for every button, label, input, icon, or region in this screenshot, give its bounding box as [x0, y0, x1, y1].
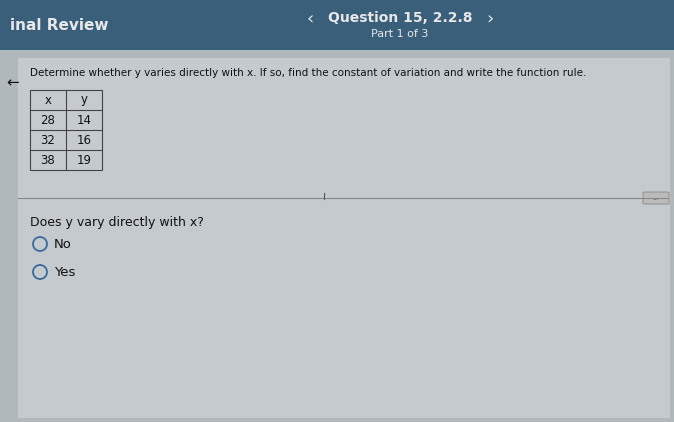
- Text: ←: ←: [6, 76, 19, 90]
- Text: x: x: [44, 94, 51, 106]
- Text: ‹: ‹: [307, 10, 313, 28]
- Text: inal Review: inal Review: [10, 17, 109, 32]
- FancyBboxPatch shape: [18, 58, 670, 418]
- Text: 32: 32: [40, 133, 55, 146]
- Text: Question 15, 2.2.8: Question 15, 2.2.8: [328, 11, 472, 25]
- Text: Does y vary directly with x?: Does y vary directly with x?: [30, 216, 204, 229]
- Text: 14: 14: [77, 114, 92, 127]
- Text: No: No: [54, 238, 72, 251]
- Text: ›: ›: [487, 10, 493, 28]
- FancyBboxPatch shape: [0, 0, 674, 50]
- Text: Determine whether y varies directly with x. If so, find the constant of variatio: Determine whether y varies directly with…: [30, 68, 586, 78]
- Text: Yes: Yes: [54, 265, 75, 279]
- Text: 16: 16: [77, 133, 92, 146]
- Text: 19: 19: [77, 154, 92, 167]
- Text: ...: ...: [652, 195, 659, 201]
- Text: 38: 38: [40, 154, 55, 167]
- FancyBboxPatch shape: [643, 192, 669, 204]
- Text: 28: 28: [40, 114, 55, 127]
- Text: Part 1 of 3: Part 1 of 3: [371, 29, 429, 39]
- Text: y: y: [80, 94, 88, 106]
